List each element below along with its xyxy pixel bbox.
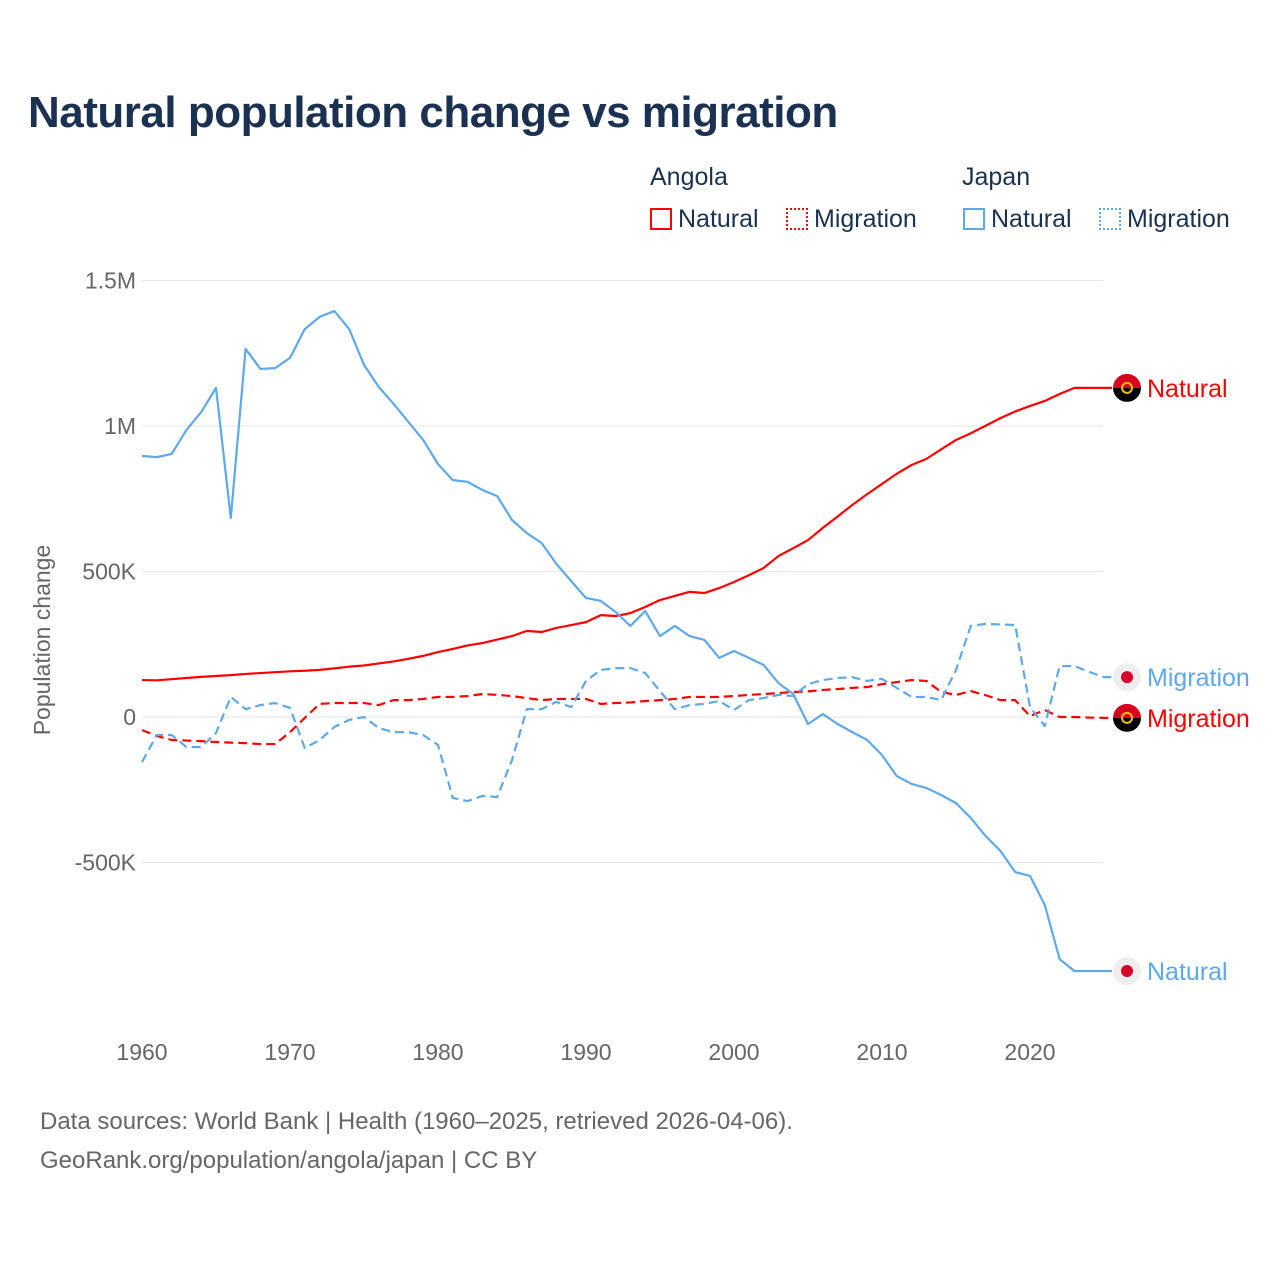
- series-line-angola-migration: [141, 678, 1112, 746]
- footer-sources: Data sources: World Bank | Health (1960–…: [40, 1108, 793, 1135]
- legend-swatch-solid: [650, 208, 672, 230]
- end-label: Natural: [1147, 375, 1228, 403]
- legend-label: Migration: [1127, 205, 1230, 233]
- legend-japan-natural[interactable]: Natural: [963, 205, 1072, 234]
- x-tick-label: 2000: [708, 1039, 759, 1065]
- y-axis-label: Population change: [29, 545, 55, 736]
- x-tick-label: 1980: [412, 1039, 463, 1065]
- x-tick-label: 2020: [1004, 1039, 1055, 1065]
- series-line-japan-natural: [141, 309, 1112, 973]
- legend-angola-natural[interactable]: Natural: [650, 205, 759, 234]
- y-tick-label: 500K: [82, 559, 136, 585]
- chart-title: Natural population change vs migration: [28, 88, 838, 137]
- x-tick-label: 1970: [264, 1039, 315, 1065]
- x-tick-label: 1990: [560, 1039, 611, 1065]
- end-label: Natural: [1147, 958, 1228, 986]
- japan-flag-icon: [1113, 957, 1141, 986]
- legend-swatch-dotted: [1099, 208, 1121, 230]
- legend-swatch-dotted: [786, 208, 808, 230]
- angola-flag-icon: [1113, 703, 1141, 732]
- series-line-japan-migration: [141, 622, 1112, 803]
- y-tick-label: 1.5M: [85, 268, 136, 294]
- x-tick-label: 1960: [116, 1039, 167, 1065]
- legend-label: Natural: [678, 205, 759, 233]
- legend-angola-migration[interactable]: Migration: [786, 205, 917, 234]
- series-line-angola-natural: [141, 386, 1112, 682]
- legend-label: Migration: [814, 205, 917, 233]
- y-tick-label: 0: [123, 704, 136, 730]
- end-label: Migration: [1147, 664, 1250, 692]
- japan-flag-icon: [1113, 663, 1141, 692]
- x-tick-label: 2010: [856, 1039, 907, 1065]
- legend-swatch-solid: [963, 208, 985, 230]
- end-label: Migration: [1147, 705, 1250, 733]
- footer-link[interactable]: GeoRank.org/population/angola/japan | CC…: [40, 1147, 538, 1174]
- legend-japan-migration[interactable]: Migration: [1099, 205, 1230, 234]
- legend-label: Natural: [991, 205, 1072, 233]
- y-tick-label: 1M: [104, 413, 136, 439]
- angola-flag-icon: [1113, 373, 1141, 402]
- legend-group-japan: Japan: [962, 163, 1031, 191]
- y-tick-label: -500K: [75, 850, 137, 876]
- legend-group-angola: Angola: [650, 163, 728, 191]
